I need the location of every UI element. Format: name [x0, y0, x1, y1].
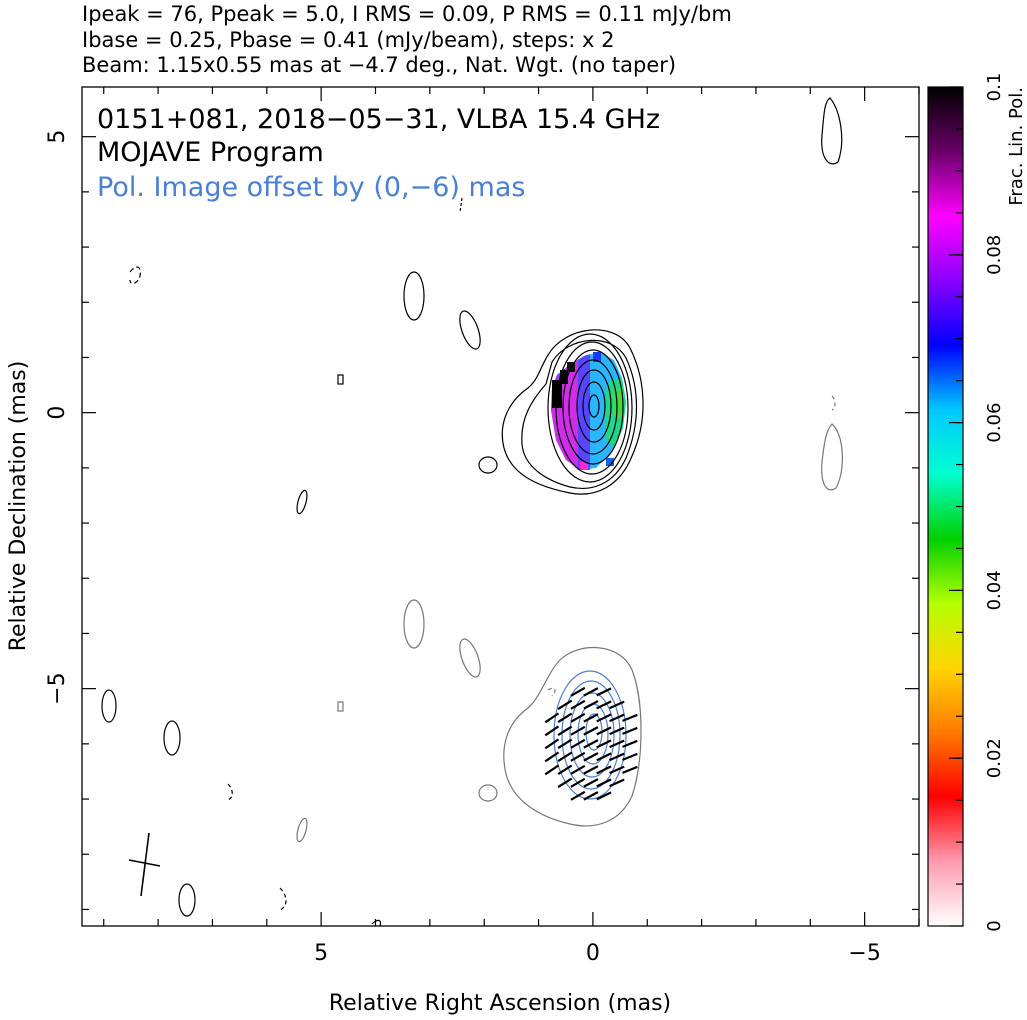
- evpa-vector: [583, 700, 599, 710]
- plot-title: 0151+081, 2018−05−31, VLBA 15.4 GHz: [97, 104, 660, 135]
- header-beam-info: Beam: 1.15x0.55 mas at −4.7 deg., Nat. W…: [82, 53, 677, 77]
- evpa-vector: [544, 725, 560, 737]
- y-axis-label: Relative Declination (mas): [6, 361, 31, 652]
- evpa-vector: [583, 791, 599, 801]
- total-intensity-contours: [501, 329, 644, 495]
- evpa-vector: [622, 713, 638, 722]
- evpa-vector: [583, 778, 599, 788]
- evpa-vector: [622, 752, 638, 761]
- evpa-vector: [622, 765, 638, 774]
- evpa-vector: [570, 790, 586, 801]
- evpa-vector: [557, 699, 573, 711]
- evpa-vector: [583, 765, 599, 775]
- low-level-contours: [101, 97, 843, 926]
- colorbar-tick-label: 0.04: [984, 570, 1005, 610]
- x-tick-label: −5: [848, 941, 880, 966]
- evpa-vector: [596, 752, 612, 762]
- x-tick-label: 5: [314, 941, 328, 966]
- evpa-vector: [609, 739, 625, 749]
- evpa-vector: [544, 738, 560, 750]
- evpa-vector: [609, 765, 625, 775]
- evpa-vector: [570, 751, 586, 762]
- evpa-vector: [544, 712, 560, 724]
- evpa-vector: [596, 739, 612, 749]
- offset-image-contours: [296, 395, 843, 843]
- plot-subtitle: MOJAVE Program: [97, 137, 324, 168]
- y-tick-label: −5: [45, 672, 70, 704]
- polarized-intensity-contours: [553, 670, 627, 800]
- evpa-vector: [596, 791, 612, 801]
- axis-tick-labels: 5 0 −5 5 0 −5: [45, 130, 881, 966]
- plot-frame: [81, 86, 920, 927]
- evpa-vector: [609, 778, 625, 788]
- evpa-vector: [596, 726, 612, 736]
- evpa-vector: [570, 764, 586, 775]
- evpa-vector: [557, 712, 573, 724]
- x-tick-label: 0: [586, 941, 600, 966]
- evpa-vector: [583, 726, 599, 736]
- y-tick-label: 0: [45, 406, 70, 420]
- evpa-vector: [596, 778, 612, 788]
- evpa-vector: [609, 752, 625, 762]
- evpa-vector: [544, 764, 560, 776]
- colorbar-tick-label: 0.1: [984, 73, 1005, 102]
- beam-cross: [128, 832, 161, 897]
- colorbar-tick-label: 0.08: [984, 235, 1005, 275]
- evpa-vectors: [544, 686, 638, 801]
- evpa-vector: [570, 725, 586, 736]
- evpa-vector: [570, 777, 586, 788]
- y-tick-label: 5: [45, 130, 70, 144]
- evpa-vector: [570, 699, 586, 710]
- evpa-vector: [583, 752, 599, 762]
- evpa-vector: [609, 700, 625, 710]
- colorbar-tick-label: 0: [984, 920, 1005, 931]
- evpa-vector: [596, 713, 612, 723]
- evpa-vector: [583, 687, 599, 697]
- evpa-vector: [609, 726, 625, 736]
- evpa-vector: [557, 751, 573, 763]
- colorbar-tick-label: 0.06: [984, 403, 1005, 443]
- evpa-vector: [570, 712, 586, 723]
- evpa-vector: [557, 777, 573, 789]
- evpa-vector: [570, 686, 586, 697]
- evpa-vector: [596, 687, 612, 697]
- evpa-vector: [596, 765, 612, 775]
- axis-ticks: [82, 87, 920, 926]
- evpa-vector: [557, 764, 573, 776]
- pol-offset-note: Pol. Image offset by (0,−6) mas: [97, 172, 525, 203]
- evpa-vector: [570, 738, 586, 749]
- plot-area: [101, 97, 843, 926]
- fractional-polarization-colorbar: 0 0.02 0.04 0.06 0.08 0.1 Frac. Lin. Pol.: [927, 73, 1027, 932]
- evpa-vector: [583, 713, 599, 723]
- evpa-vector: [583, 739, 599, 749]
- header-peak-stats: Ipeak = 76, Ppeak = 5.0, I RMS = 0.09, P…: [82, 2, 732, 26]
- evpa-vector: [557, 725, 573, 737]
- evpa-vector: [596, 700, 612, 710]
- header-base-levels: Ibase = 0.25, Pbase = 0.41 (mJy/beam), s…: [82, 28, 615, 52]
- x-axis-label: Relative Right Ascension (mas): [329, 991, 671, 1016]
- evpa-vector: [544, 751, 560, 763]
- colorbar-label: Frac. Lin. Pol.: [1006, 87, 1027, 206]
- colorbar-tick-label: 0.02: [984, 738, 1005, 778]
- evpa-vector: [609, 713, 625, 723]
- evpa-vector: [622, 726, 638, 735]
- evpa-vector: [622, 739, 638, 748]
- evpa-vector: [557, 738, 573, 750]
